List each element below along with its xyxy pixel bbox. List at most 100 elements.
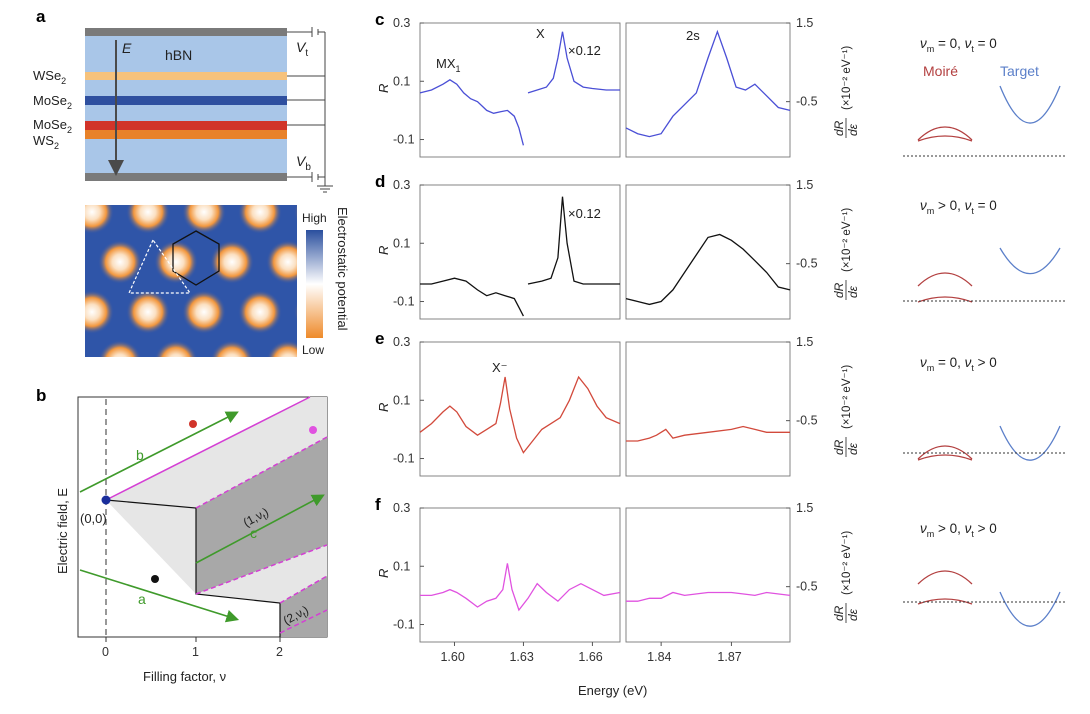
spectrum-frame-left (419, 341, 621, 477)
cartoon-row: νm = 0, νt = 0 (903, 36, 1065, 157)
wiring (287, 27, 333, 193)
spectrum-curve-left (419, 79, 525, 146)
spectrum-curve-left (420, 277, 524, 317)
boundary-line-dashed-1 (195, 436, 328, 509)
moire-band-upper (917, 272, 973, 287)
moire-band-lower (917, 598, 973, 605)
spectrum-curve-x-peak (527, 31, 620, 94)
hexagon-unit-cell (172, 230, 220, 286)
mose2-layer-top (85, 96, 287, 105)
potential-dot (350, 290, 394, 334)
target-band (999, 591, 1061, 627)
right-y-label-num: dR (832, 439, 846, 455)
annotation-scale: ×0.12 (568, 43, 601, 58)
moire-band-upper (917, 570, 973, 585)
potential-dot (85, 290, 114, 334)
potential-dot (210, 340, 254, 357)
boundary-line-dashed-2 (195, 544, 328, 595)
colorbar-title: Electrostatic potential (335, 207, 350, 331)
right-y-axis-label: dR dε (×10⁻² eV⁻¹) (832, 208, 860, 300)
potential-dot (210, 240, 254, 284)
origin-label: (0,0) (80, 511, 107, 526)
potential-dot (85, 355, 86, 357)
colorbar (306, 230, 323, 338)
potential-dot (126, 290, 170, 334)
top-gate-voltage-label: Vt (296, 39, 308, 59)
spectrum-curve-left (419, 375, 621, 454)
spectrum-frame-right (625, 184, 791, 320)
heterostructure-stack: E hBN Vt Vb (33, 27, 333, 193)
y-tick-label: 0.1 (393, 236, 410, 250)
red-dot (189, 420, 197, 428)
spectrum-frame-right (625, 22, 791, 158)
left-y-axis-label: R (376, 403, 391, 412)
right-y-axis-label: dR dε (×10⁻² eV⁻¹) (832, 531, 860, 623)
region-light-gray-lower (196, 545, 327, 603)
bottom-gate-voltage-label: Vb (296, 153, 311, 173)
mose2-layer-bottom (85, 121, 287, 130)
cartoon-condition: νm = 0, νt > 0 (920, 355, 997, 373)
right-y-label-units: (×10⁻² eV⁻¹) (841, 46, 853, 110)
potential-dot (350, 190, 394, 234)
layer-label-ws2: WS2 (33, 133, 59, 151)
y-tick-label: 0.1 (393, 74, 410, 88)
annotation-x-minus: X⁻ (492, 360, 508, 375)
target-band (999, 85, 1061, 124)
annotation-x: X (536, 26, 545, 41)
hbn-label: hBN (165, 47, 192, 63)
x-tick-label: 1.60 (440, 650, 464, 664)
target-band (999, 425, 1061, 461)
y-tick-label: -0.1 (393, 133, 415, 147)
right-y-label-den: dε (846, 442, 860, 455)
spectrum-frame-right (625, 341, 791, 477)
spectrum-curve-right (625, 233, 791, 306)
x-tick-1: 1 (192, 645, 199, 659)
left-y-axis-label: R (376, 246, 391, 255)
potential-dot (154, 240, 198, 284)
spectrum-panel-e: e 0.3 0.1 -0.1 1.5 -0.5 RdR dε (×10⁻² eV⁻¹) X⁻ (375, 329, 860, 477)
right-y-label-units: (×10⁻² eV⁻¹) (841, 208, 853, 272)
panel-letter-c: c (375, 10, 384, 29)
potential-dot (14, 290, 58, 334)
arrow-a (79, 569, 240, 623)
right-y-axis-label: dR dε (×10⁻² eV⁻¹) (832, 365, 860, 457)
x-tick-label: 1.66 (578, 650, 602, 664)
panel-b: b a b c (0,0) (1,νt) (2,νt) (36, 386, 328, 684)
x-tick-0: 0 (102, 645, 109, 659)
right-y-label-num: dR (832, 605, 846, 621)
panel-letter-a: a (36, 7, 46, 26)
dashed-triangle (128, 238, 192, 294)
y-tick-label: 0.1 (393, 559, 410, 573)
layer-label-mose2-bottom: MoSe2 (33, 117, 72, 135)
spectrum-frame-left (419, 507, 621, 643)
region-2-nu-t (280, 576, 327, 637)
top-gate (85, 28, 287, 36)
panel-letter-e: e (375, 329, 384, 348)
left-y-axis-label: R (376, 569, 391, 578)
bottom-gate (85, 173, 287, 181)
y-tick-label: 0.3 (393, 335, 410, 349)
annotation-scale: ×0.12 (568, 206, 601, 221)
potential-dot (294, 300, 297, 324)
black-dot (151, 575, 159, 583)
cartoon-condition: νm > 0, νt > 0 (920, 521, 997, 539)
potential-dot (322, 340, 366, 384)
y-tick-label: 0.1 (393, 393, 410, 407)
energy-axis-label: Energy (eV) (578, 683, 647, 698)
potential-dot (85, 205, 114, 234)
potential-dot (14, 190, 58, 234)
right-y-label-den: dε (846, 608, 860, 621)
right-y-label-den: dε (846, 123, 860, 136)
potential-dot (238, 205, 282, 234)
cartoon-row: νm = 0, νt > 0 (903, 355, 1065, 461)
right-y-label-units: (×10⁻² eV⁻¹) (841, 531, 853, 595)
layer-label-wse2: WSe2 (33, 68, 66, 86)
target-band (999, 247, 1061, 275)
y2-tick-label: -0.5 (796, 580, 818, 594)
colorbar-low-label: Low (302, 343, 324, 357)
phase-y-axis-label: Electric field, E (55, 488, 70, 574)
potential-dot (266, 340, 297, 357)
panel-a: a E hBN (14, 7, 394, 384)
y2-tick-label: 1.5 (796, 178, 813, 192)
